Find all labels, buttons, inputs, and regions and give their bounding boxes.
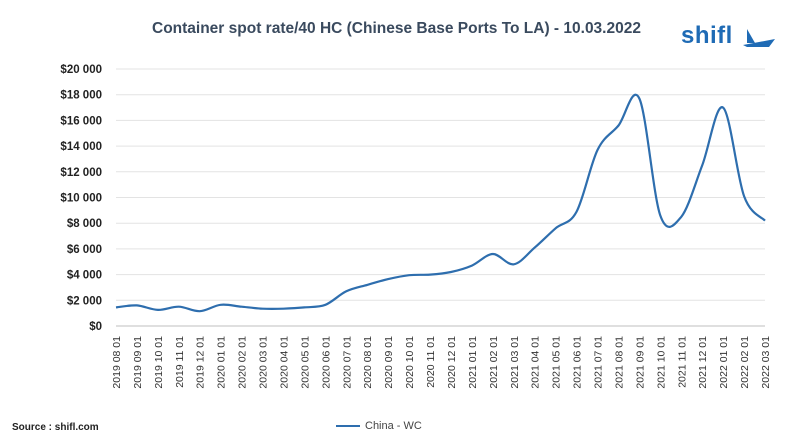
x-tick-label: 2020 04 01 — [278, 336, 290, 389]
x-tick-label: 2022 02 01 — [739, 336, 751, 389]
x-tick-label: 2020 09 01 — [383, 336, 395, 389]
y-tick-label: $4 000 — [67, 270, 102, 282]
chart-title: Container spot rate/40 HC (Chinese Base … — [152, 20, 641, 37]
x-tick-label: 2021 04 01 — [530, 336, 542, 389]
source-note: Source : shifl.com — [12, 422, 99, 433]
x-tick-label: 2020 02 01 — [237, 336, 249, 389]
x-tick-label: 2019 08 01 — [111, 336, 123, 389]
x-tick-label: 2022 01 01 — [718, 336, 730, 389]
legend-swatch — [336, 425, 360, 427]
x-tick-label: 2020 12 01 — [446, 336, 458, 389]
x-tick-label: 2020 06 01 — [320, 336, 332, 389]
y-axis-ticks: $0 $2 000 $4 000 $6 000 $8 000 $10 000 $12 000… — [60, 64, 102, 333]
x-tick-label: 2020 11 01 — [425, 336, 437, 388]
x-tick-label: 2019 12 01 — [195, 336, 207, 389]
y-tick-label: $16 000 — [60, 115, 102, 127]
y-tick-label: $0 — [89, 321, 102, 333]
x-tick-label: 2021 07 01 — [593, 336, 605, 389]
x-tick-label: 2021 11 01 — [676, 336, 688, 388]
legend-label: China - WC — [365, 420, 422, 432]
y-tick-label: $14 000 — [60, 141, 102, 153]
boat-icon — [743, 29, 775, 47]
x-tick-label: 2020 05 01 — [299, 336, 311, 389]
x-tick-label: 2021 02 01 — [488, 336, 500, 389]
x-tick-label: 2021 09 01 — [634, 336, 646, 389]
x-tick-label: 2020 07 01 — [341, 336, 353, 389]
x-tick-label: 2020 01 01 — [216, 336, 228, 389]
x-tick-label: 2021 05 01 — [551, 336, 563, 389]
y-tick-label: $6 000 — [67, 244, 102, 256]
x-tick-label: 2020 10 01 — [404, 336, 416, 389]
y-tick-label: $20 000 — [60, 64, 102, 76]
x-tick-label: 2019 09 01 — [132, 336, 144, 389]
x-tick-label: 2019 10 01 — [153, 336, 165, 389]
legend: China - WC — [336, 420, 422, 432]
y-tick-label: $8 000 — [67, 218, 102, 230]
x-tick-label: 2021 10 01 — [655, 336, 667, 389]
y-tick-label: $12 000 — [60, 167, 102, 179]
x-tick-label: 2021 06 01 — [572, 336, 584, 389]
x-tick-label: 2022 03 01 — [760, 336, 772, 389]
x-tick-label: 2021 01 01 — [467, 336, 479, 389]
series-line-china-wc — [115, 94, 766, 313]
grid-lines — [116, 68, 765, 327]
x-axis-ticks: 2019 08 01 2019 09 01 2019 10 01 2019 11 01… — [111, 336, 772, 389]
x-tick-label: 2020 08 01 — [362, 336, 374, 389]
x-tick-label: 2020 03 01 — [258, 336, 270, 389]
x-tick-label: 2021 08 01 — [613, 336, 625, 389]
y-tick-label: $18 000 — [60, 90, 102, 102]
y-tick-label: $10 000 — [60, 193, 102, 205]
x-tick-label: 2021 03 01 — [509, 336, 521, 389]
x-tick-label: 2021 12 01 — [697, 336, 709, 389]
x-tick-label: 2019 11 01 — [174, 336, 186, 388]
logo-text: shifl — [681, 22, 733, 49]
y-tick-label: $2 000 — [67, 295, 102, 307]
